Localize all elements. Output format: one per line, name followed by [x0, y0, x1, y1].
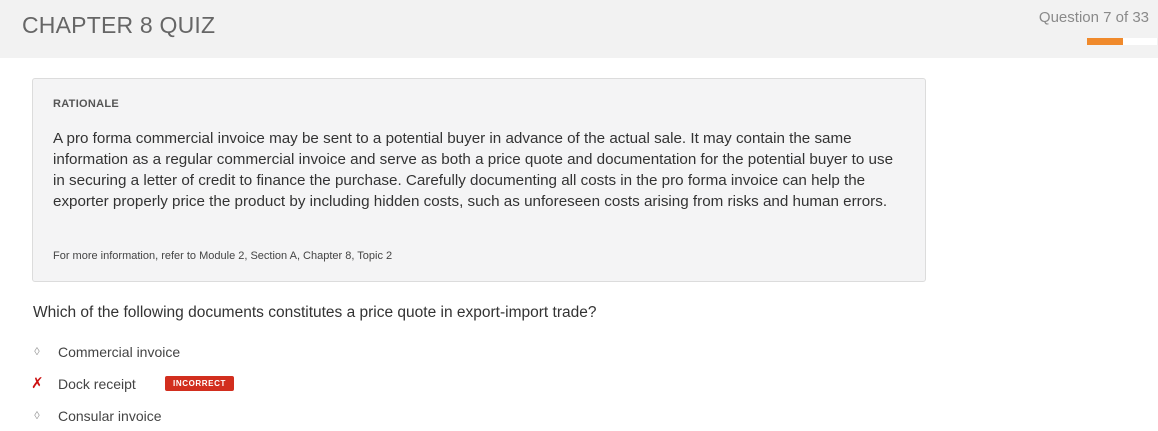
- quiz-header: CHAPTER 8 QUIZ Question 7 of 33: [0, 0, 1158, 58]
- diamond-bullet-icon: ◊: [34, 410, 40, 422]
- progress-bar: [1087, 38, 1157, 45]
- question-progress-label: Question 7 of 33: [1038, 9, 1149, 26]
- question-text: Which of the following documents constit…: [33, 304, 597, 321]
- rationale-panel: RATIONALE A pro forma commercial invoice…: [32, 78, 926, 282]
- quiz-title: CHAPTER 8 QUIZ: [22, 12, 216, 38]
- answer-option-label[interactable]: Dock receipt: [58, 376, 136, 392]
- rationale-heading: RATIONALE: [53, 98, 120, 110]
- rationale-reference: For more information, refer to Module 2,…: [53, 250, 393, 262]
- answer-option-label[interactable]: Commercial invoice: [58, 344, 181, 360]
- diamond-bullet-icon: ◊: [34, 346, 40, 358]
- answer-option-selected-incorrect[interactable]: ✗ Dock receipt INCORRECT: [0, 374, 400, 394]
- answer-option[interactable]: ◊ Commercial invoice: [0, 342, 400, 362]
- x-mark-icon: ✗: [31, 375, 44, 392]
- answer-option-label[interactable]: Consular invoice: [58, 408, 162, 424]
- progress-bar-fill: [1087, 38, 1123, 45]
- rationale-text: A pro forma commercial invoice may be se…: [53, 130, 894, 210]
- incorrect-badge: INCORRECT: [165, 376, 234, 391]
- answer-option[interactable]: ◊ Consular invoice: [0, 406, 400, 426]
